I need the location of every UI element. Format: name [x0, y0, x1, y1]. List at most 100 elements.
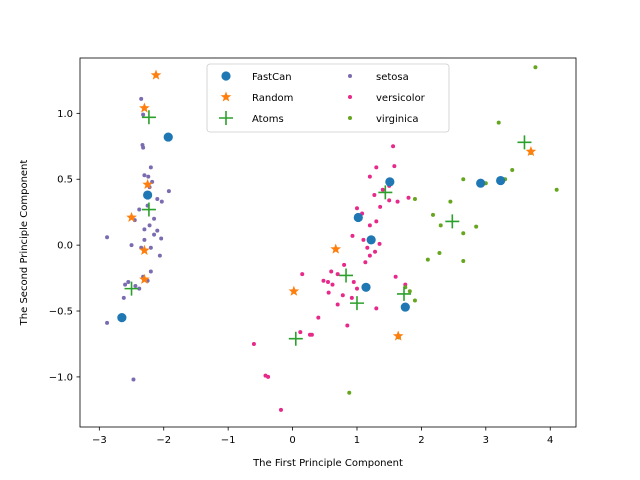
setosa-point [166, 189, 171, 194]
versicolor-point [329, 269, 334, 274]
versicolor-point [365, 245, 370, 250]
versicolor-point [373, 249, 378, 254]
atoms-point [349, 296, 364, 311]
setosa-point [133, 283, 138, 288]
y-axis-ticks: −1.0 −0.5 0.0 0.5 1.0 [49, 109, 80, 383]
legend-label-setosa: setosa [376, 72, 409, 83]
legend-marker-setosa [348, 74, 352, 78]
random-point [330, 243, 342, 254]
series-versicolor [251, 144, 411, 412]
virginica-point [461, 258, 466, 263]
virginica-point [347, 390, 352, 395]
setosa-point [146, 174, 151, 179]
versicolor-point [391, 144, 396, 149]
versicolor-point [266, 374, 271, 379]
versicolor-point [335, 272, 340, 277]
atoms-point [141, 110, 156, 125]
virginica-point [412, 298, 417, 303]
atoms-point [378, 185, 393, 200]
virginica-point [510, 168, 515, 173]
y-tick-label: 1.0 [57, 109, 73, 120]
virginica-point [461, 177, 466, 182]
x-tick-label: −1 [221, 435, 236, 446]
legend-label-atoms: Atoms [252, 114, 284, 125]
versicolor-point [298, 330, 303, 335]
virginica-point [461, 231, 466, 236]
series-random [126, 69, 537, 341]
random-point [139, 273, 150, 284]
legend-label-fastcan: FastCan [252, 72, 292, 83]
virginica-point [554, 187, 559, 192]
legend-marker-versicolor [348, 95, 352, 99]
atoms-point [517, 135, 532, 150]
versicolor-point [374, 219, 379, 224]
versicolor-point [363, 260, 368, 265]
setosa-point [105, 320, 110, 325]
x-axis-label: The First Principle Component [252, 458, 403, 469]
virginica-point [448, 199, 453, 204]
setosa-point [152, 232, 157, 237]
versicolor-point [387, 198, 392, 203]
setosa-point [155, 228, 160, 233]
setosa-point [142, 227, 147, 232]
x-tick-label: −2 [156, 435, 171, 446]
y-axis-label: The Second Principle Component [19, 160, 30, 327]
y-tick-label: 0.5 [57, 175, 73, 186]
atoms-point [339, 268, 354, 283]
x-axis-ticks: −3 −2 −1 0 1 2 3 4 [92, 427, 553, 446]
fastcan-point [361, 282, 371, 292]
series-atoms [124, 110, 532, 346]
setosa-point [137, 207, 142, 212]
setosa-point [159, 236, 164, 241]
atoms-point [124, 281, 139, 296]
versicolor-point [406, 195, 411, 200]
versicolor-point [309, 332, 314, 337]
atoms-point [288, 331, 303, 346]
versicolor-point [278, 407, 283, 412]
versicolor-point [351, 280, 356, 285]
x-tick-label: 0 [289, 435, 295, 446]
legend-label-random: Random [252, 93, 293, 104]
versicolor-point [335, 302, 340, 307]
fastcan-point [400, 302, 410, 312]
legend-label-virginica: virginica [376, 114, 419, 125]
random-point [525, 145, 537, 157]
legend-marker-atoms [219, 111, 233, 125]
virginica-point [425, 257, 430, 262]
setosa-point [105, 235, 110, 240]
legend-marker-random [220, 91, 232, 102]
versicolor-point [378, 204, 383, 209]
y-tick-label: −1.0 [49, 372, 73, 383]
versicolor-point [354, 286, 359, 291]
setosa-point [141, 145, 146, 150]
legend-label-versicolor: versicolor [376, 93, 426, 104]
versicolor-point [300, 272, 305, 277]
random-point [142, 178, 153, 190]
random-point [139, 102, 150, 113]
virginica-point [437, 251, 442, 256]
atoms-point [397, 286, 412, 301]
versicolor-point [342, 262, 347, 267]
fastcan-point [496, 175, 506, 186]
atoms-point [445, 214, 460, 229]
versicolor-point [326, 280, 330, 285]
versicolor-point [372, 193, 377, 198]
series-fastcan [117, 132, 506, 323]
versicolor-point [377, 241, 382, 246]
versicolor-point [393, 274, 398, 279]
virginica-point [533, 65, 538, 70]
virginica-point [474, 224, 479, 229]
versicolor-point [395, 199, 400, 204]
setosa-point [137, 286, 142, 291]
versicolor-point [350, 233, 355, 238]
setosa-point [129, 243, 134, 248]
setosa-point [142, 237, 147, 242]
versicolor-point [345, 323, 350, 328]
x-tick-label: 2 [418, 435, 424, 446]
setosa-point [121, 295, 126, 300]
fastcan-point [366, 235, 376, 245]
setosa-point [159, 199, 164, 204]
random-point [392, 330, 404, 341]
setosa-point [142, 173, 147, 178]
